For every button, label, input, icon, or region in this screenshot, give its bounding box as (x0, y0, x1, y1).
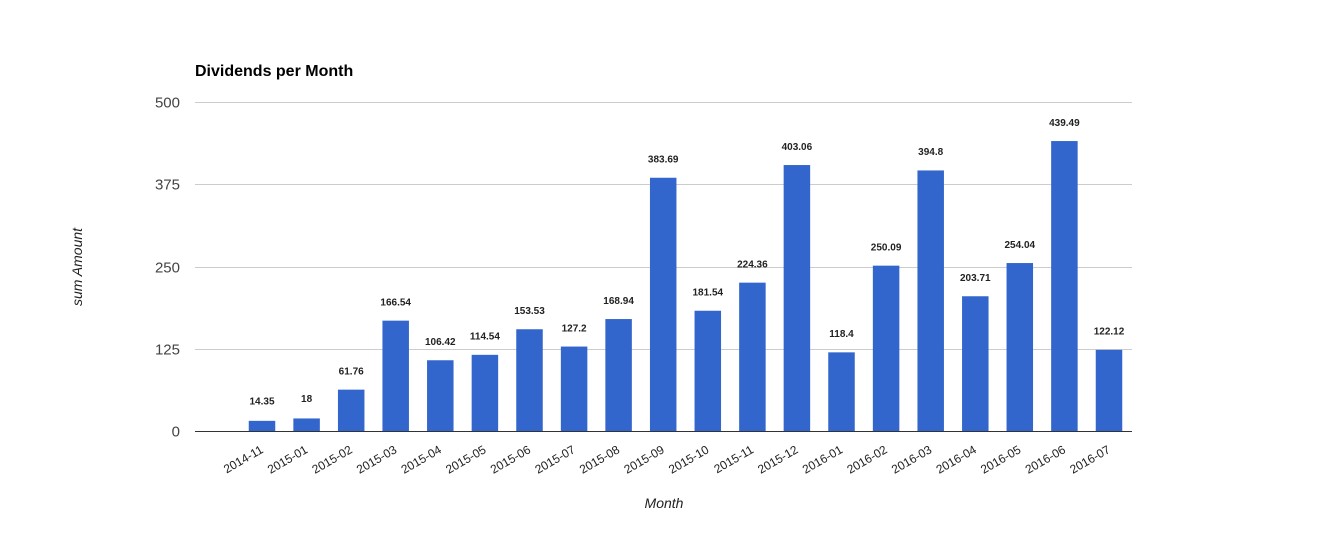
bar[interactable] (293, 418, 320, 432)
data-label: 14.35 (249, 397, 274, 408)
bar[interactable] (962, 296, 989, 432)
data-label: 18 (301, 394, 313, 405)
data-label: 250.09 (871, 242, 902, 253)
x-tick-label: 2015-07 (532, 442, 577, 476)
bar[interactable] (382, 320, 409, 432)
x-tick-label: 2014-11 (221, 442, 266, 476)
y-axis-ticks: 0 125 250 375 500 (155, 95, 180, 441)
bar[interactable] (783, 165, 811, 432)
y-tick-label: 500 (155, 95, 180, 112)
bar[interactable] (471, 354, 499, 432)
data-label: 383.69 (648, 155, 679, 166)
bars (248, 141, 1123, 432)
bar[interactable] (1006, 263, 1034, 432)
bar[interactable] (560, 346, 588, 432)
bar[interactable] (872, 265, 900, 432)
x-axis-title: Month (645, 495, 684, 511)
data-label: 168.94 (603, 296, 634, 307)
x-tick-label: 2016-05 (978, 442, 1023, 476)
x-tick-label: 2016-03 (889, 442, 934, 476)
data-label: 122.12 (1094, 327, 1125, 338)
x-axis-ticks: 2014-11 2015-01 2015-02 2015-03 2015-04 2015-… (221, 442, 1113, 476)
data-label: 153.53 (514, 306, 545, 317)
bar[interactable] (1051, 141, 1078, 432)
chart-title: Dividends per Month (195, 63, 353, 80)
bar[interactable] (337, 389, 365, 432)
x-tick-label: 2016-06 (1023, 442, 1068, 476)
data-label: 61.76 (339, 366, 364, 377)
y-tick-label: 250 (155, 260, 180, 277)
bar[interactable] (605, 319, 632, 432)
x-tick-label: 2015-05 (443, 442, 488, 476)
data-label: 127.2 (562, 323, 587, 334)
x-tick-label: 2015-03 (354, 442, 399, 476)
x-tick-label: 2016-04 (934, 442, 979, 476)
data-label: 106.42 (425, 337, 456, 348)
y-tick-label: 125 (155, 342, 180, 359)
bar[interactable] (739, 282, 766, 432)
bar[interactable] (694, 310, 722, 432)
x-tick-label: 2015-10 (666, 442, 711, 476)
data-label: 118.4 (829, 329, 854, 340)
y-tick-label: 0 (172, 424, 180, 441)
data-label: 166.54 (380, 297, 411, 308)
x-tick-label: 2015-04 (399, 442, 444, 476)
x-tick-label: 2015-06 (488, 442, 533, 476)
x-tick-label: 2015-02 (310, 442, 355, 476)
x-tick-label: 2015-01 (265, 442, 310, 476)
data-label: 203.71 (960, 273, 991, 284)
bar[interactable] (649, 177, 677, 432)
data-label: 439.49 (1049, 118, 1080, 129)
bar[interactable] (427, 360, 454, 432)
x-tick-label: 2015-09 (622, 442, 667, 476)
y-tick-label: 375 (155, 177, 180, 194)
x-tick-label: 2016-07 (1067, 442, 1112, 476)
bar[interactable] (828, 352, 855, 432)
data-labels: 14.35 18 61.76 166.54 106.42 114.54 153.53 127.… (249, 118, 1124, 408)
bar[interactable] (1095, 349, 1123, 432)
data-label: 224.36 (737, 259, 768, 270)
x-tick-label: 2015-08 (577, 442, 622, 476)
bar[interactable] (917, 170, 944, 432)
x-tick-label: 2015-12 (755, 442, 800, 476)
data-label: 254.04 (1005, 240, 1036, 251)
x-tick-label: 2016-02 (844, 442, 889, 476)
x-tick-label: 2015-11 (712, 442, 757, 476)
data-label: 114.54 (470, 332, 500, 343)
data-label: 403.06 (782, 142, 813, 153)
bar[interactable] (248, 420, 276, 432)
bar[interactable] (516, 329, 543, 432)
data-label: 394.8 (918, 147, 943, 158)
x-tick-label: 2016-01 (800, 442, 845, 476)
y-axis-title: sum Amount (69, 227, 85, 306)
data-label: 181.54 (693, 288, 724, 299)
